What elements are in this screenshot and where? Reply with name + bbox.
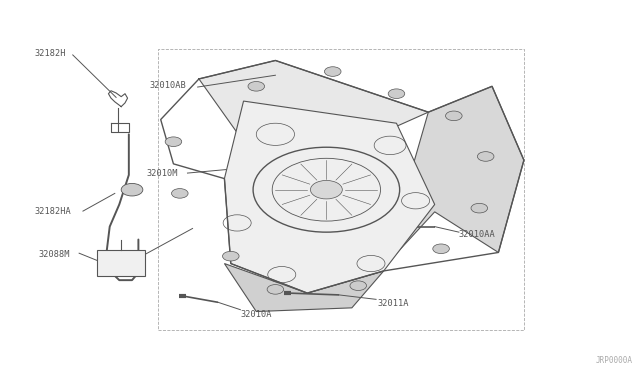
Text: 32010M: 32010M — [147, 169, 178, 177]
Text: 32010AA: 32010AA — [459, 230, 495, 239]
Circle shape — [172, 189, 188, 198]
Circle shape — [477, 152, 494, 161]
Text: JRP0000A: JRP0000A — [595, 356, 632, 365]
Text: 32011A: 32011A — [378, 299, 409, 308]
Text: 32010A: 32010A — [241, 310, 272, 319]
Polygon shape — [384, 86, 524, 267]
Text: 32088M: 32088M — [38, 250, 70, 259]
Text: 32010AB: 32010AB — [149, 81, 186, 90]
Circle shape — [310, 180, 342, 199]
Circle shape — [248, 81, 264, 91]
Circle shape — [165, 137, 182, 147]
Polygon shape — [199, 61, 428, 149]
Circle shape — [121, 183, 143, 196]
Circle shape — [433, 244, 449, 254]
FancyBboxPatch shape — [97, 250, 145, 276]
Circle shape — [267, 285, 284, 294]
Polygon shape — [225, 101, 435, 293]
Circle shape — [471, 203, 488, 213]
Circle shape — [324, 67, 341, 76]
Circle shape — [445, 111, 462, 121]
Text: 32182H: 32182H — [35, 49, 66, 58]
Polygon shape — [225, 263, 384, 311]
Circle shape — [388, 89, 404, 99]
Circle shape — [223, 251, 239, 261]
Text: 32182HA: 32182HA — [35, 206, 71, 216]
Circle shape — [350, 281, 367, 291]
